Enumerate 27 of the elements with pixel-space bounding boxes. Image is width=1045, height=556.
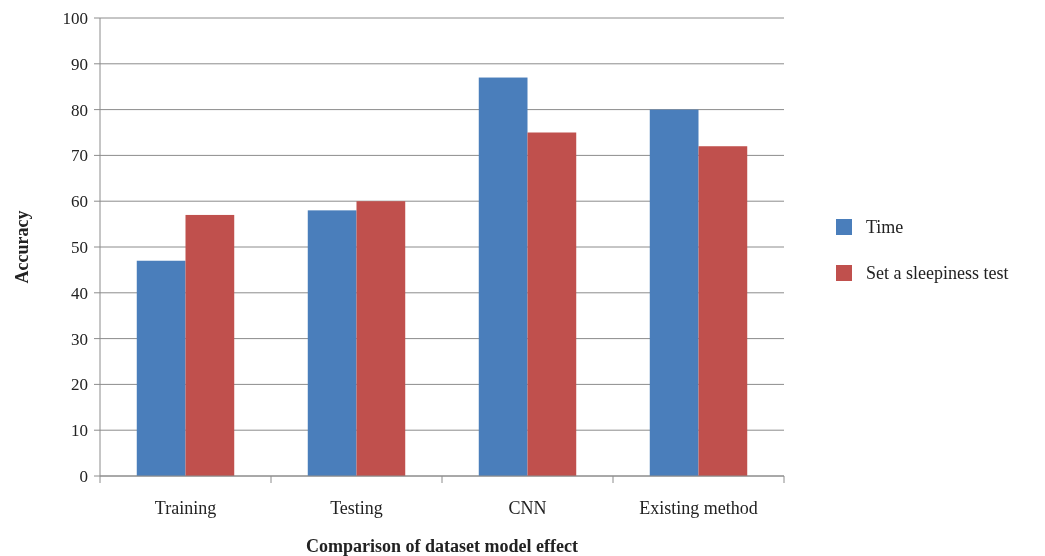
x-tick-label: Training	[154, 498, 217, 518]
y-axis-title: Accuracy	[12, 210, 32, 284]
legend-label: Set a sleepiness test	[866, 263, 1009, 284]
y-tick-label: 30	[71, 329, 88, 349]
bar	[185, 214, 235, 476]
y-tick-label: 100	[62, 8, 88, 28]
legend-label: Time	[866, 217, 904, 238]
y-tick-label: 50	[71, 237, 88, 257]
y-tick-label: 20	[71, 375, 88, 395]
x-axis-title: Comparison of dataset model effect	[306, 536, 578, 556]
bar	[698, 146, 748, 476]
bar	[307, 210, 357, 476]
y-tick-label: 40	[71, 283, 88, 303]
bar	[356, 201, 406, 476]
x-tick-label: Testing	[330, 498, 383, 518]
bar	[649, 109, 699, 476]
y-tick-label: 10	[71, 421, 88, 441]
x-tick-label: Existing method	[639, 498, 758, 518]
bar	[527, 132, 577, 476]
x-tick-label: CNN	[508, 498, 547, 518]
y-tick-label: 60	[71, 192, 88, 212]
y-tick-label: 90	[71, 54, 88, 74]
y-tick-label: 70	[71, 146, 88, 166]
y-tick-label: 80	[71, 100, 88, 120]
bar	[136, 260, 186, 476]
y-tick-label: 0	[79, 466, 88, 486]
bar	[478, 77, 528, 476]
